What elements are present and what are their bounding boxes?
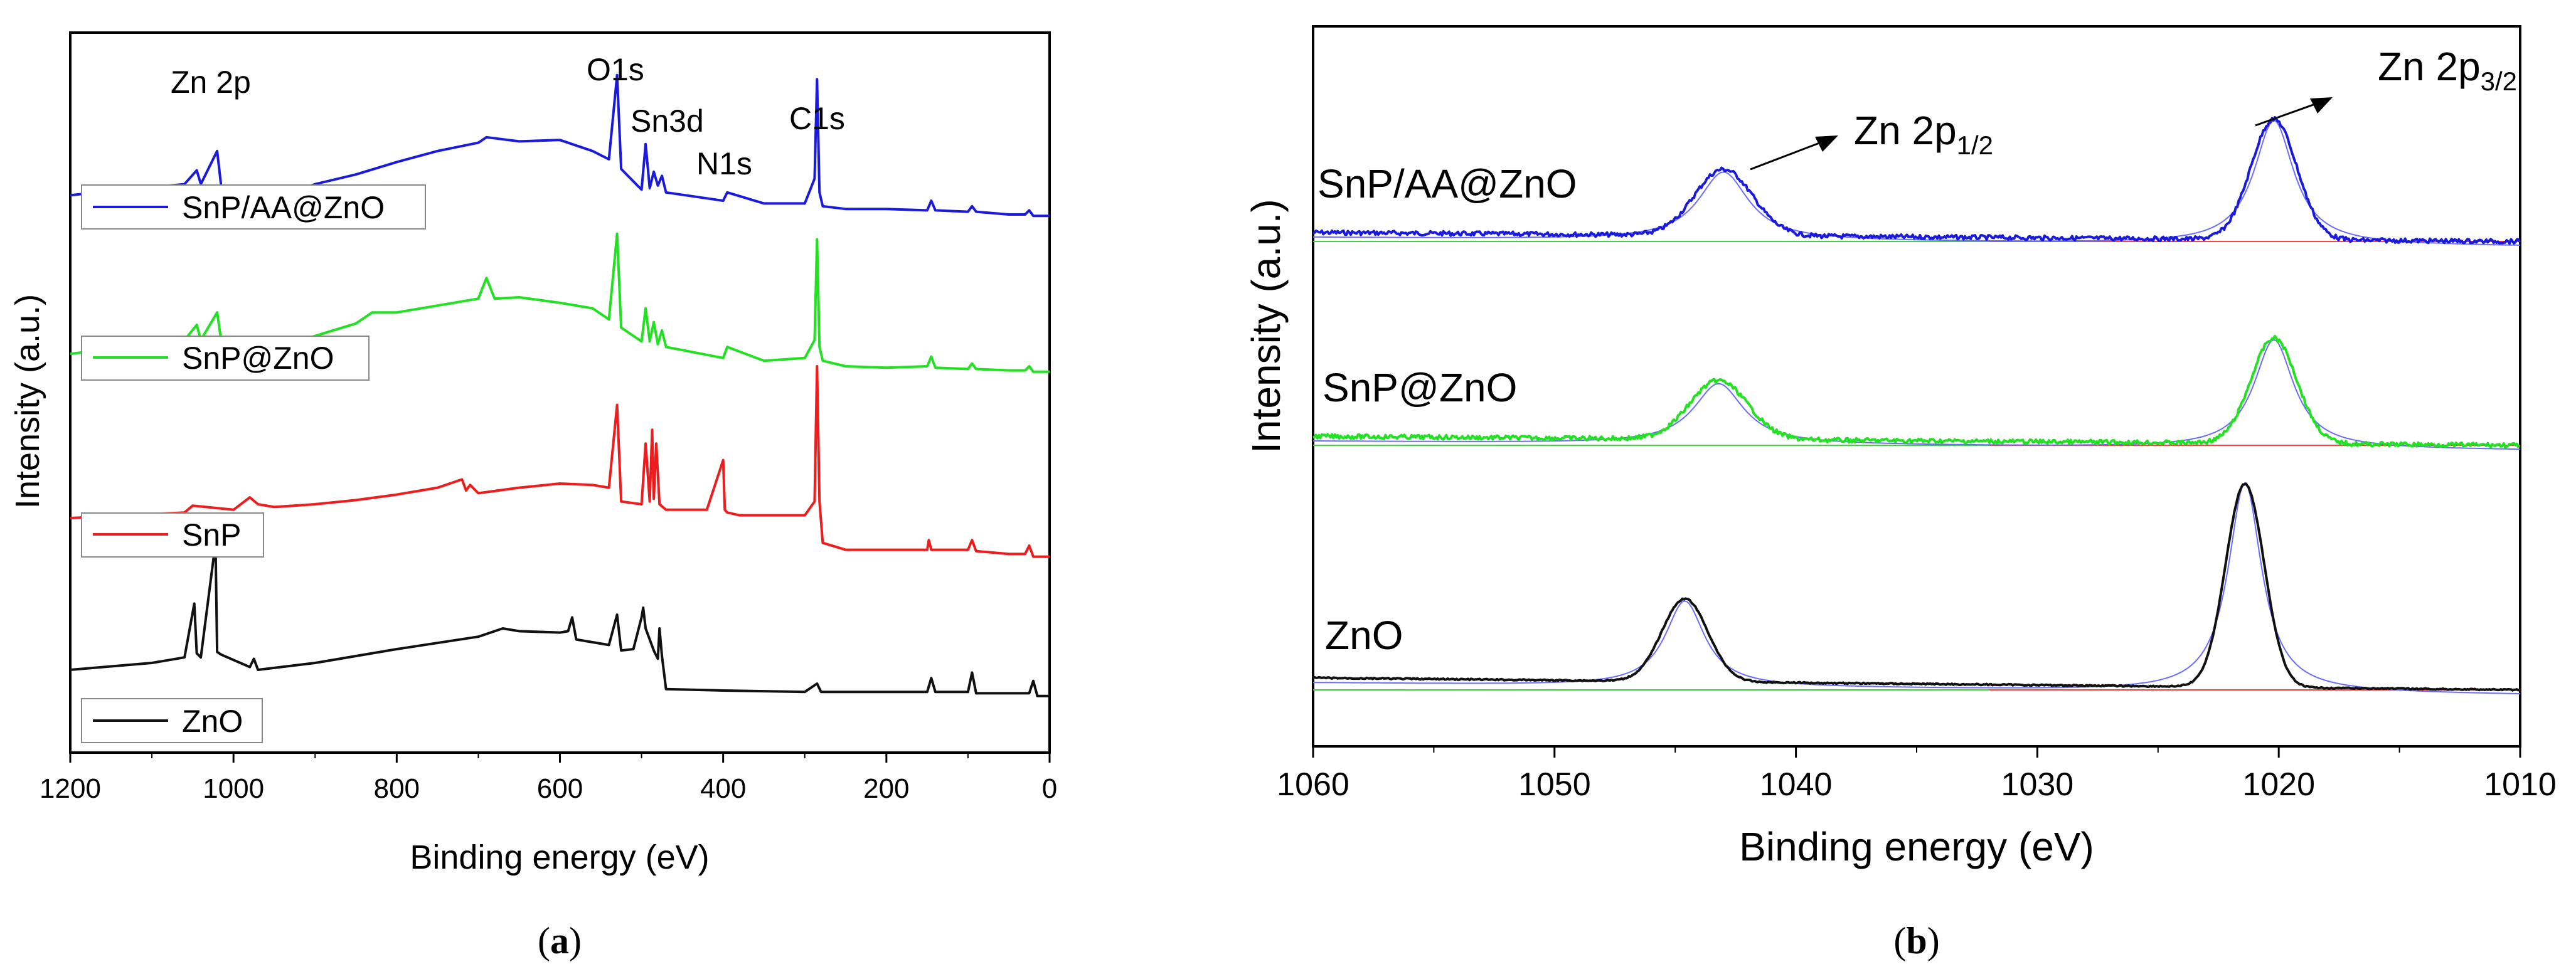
annotation-zn2p12: Zn 2p1/2: [1750, 108, 1993, 171]
annotation-main: Zn 2p: [2378, 44, 2481, 89]
series-line-zno: [1312, 482, 2520, 692]
caption-paren-close: ): [569, 920, 582, 961]
annotation-sn3d: Sn3d: [631, 103, 704, 139]
annotation-text: Zn 2p1/2: [1854, 108, 1993, 160]
series-line-snp: [70, 365, 1050, 558]
panel-b-chart: 1060 1050 1040 1030 1020 1010 SnP/AA@ZnO SnP@…: [1243, 25, 2557, 961]
legend-entry-snp-aa-zno: SnP/AA@ZnO: [81, 184, 426, 230]
caption-paren-open: (: [1893, 920, 1906, 961]
x-tick-label: 1030: [2001, 766, 2074, 803]
series-label-snp-aa-zno: SnP/AA@ZnO: [1317, 161, 1577, 206]
annotation-subscript: 1/2: [1957, 130, 1993, 160]
panel-b-x-ticks: 1060 1050 1040 1030 1020 1010: [1277, 746, 2557, 803]
annotation-subscript: 3/2: [2481, 66, 2517, 96]
series-line-snp-zno: [70, 232, 1050, 373]
x-tick-label: 0: [1042, 773, 1057, 804]
legend-label: SnP: [182, 517, 242, 553]
annotation-c1s: C1s: [789, 101, 845, 136]
legend-entry-snp: SnP: [81, 512, 264, 558]
panel-a-x-axis-label: Binding energy (eV): [410, 839, 709, 876]
x-tick-label: 400: [700, 773, 746, 804]
fit-curve-zno: [1313, 482, 2521, 695]
caption-paren-close: ): [1927, 920, 1940, 961]
legend-entry-snp-zno: SnP@ZnO: [81, 336, 370, 381]
annotation-o1s: O1s: [587, 52, 644, 87]
x-tick-label: 200: [863, 773, 909, 804]
legend-label: ZnO: [182, 704, 243, 739]
annotation-zn2p: Zn 2p: [171, 65, 251, 100]
arrow-line: [2255, 103, 2316, 127]
x-tick-label: 1200: [40, 773, 101, 804]
annotation-n1s: N1s: [696, 146, 752, 181]
caption-paren-open: (: [538, 920, 550, 961]
panel-a-x-ticks: 1200 1000 800 600 400 200 0: [40, 753, 1057, 804]
panel-a-y-axis-label: Intensity (a.u.): [9, 294, 46, 509]
x-tick-label: 1060: [1277, 766, 1349, 803]
legend-entry-zno: ZnO: [81, 698, 263, 743]
x-tick-label: 1050: [1518, 766, 1591, 803]
x-tick-label: 600: [537, 773, 583, 804]
x-tick-label: 1040: [1760, 766, 1833, 803]
annotation-zn2p32: Zn 2p3/2: [2255, 44, 2517, 127]
panel-a-series: [70, 73, 1050, 697]
panel-b-y-axis-label: Intensity (a.u.): [1243, 199, 1289, 453]
panel-b-series: [1312, 115, 2521, 695]
panel-a-caption: (a): [538, 920, 582, 961]
panel-b-caption: (b): [1893, 920, 1939, 961]
caption-letter: a: [550, 920, 569, 961]
series-line-zno: [70, 541, 1050, 697]
series-label-snp-zno: SnP@ZnO: [1323, 365, 1517, 410]
panel-a-chart: 1200 1000 800 600 400 200 0 SnP/AA@ZnO SnP@ZnO…: [9, 31, 1057, 961]
series-line-snp-zno: [1312, 334, 2520, 449]
arrow-head: [2310, 97, 2333, 114]
x-tick-label: 1000: [203, 773, 264, 804]
series-label-zno: ZnO: [1325, 613, 1403, 658]
panel-b-x-axis-label: Binding energy (eV): [1739, 824, 2094, 869]
x-tick-label: 1020: [2242, 766, 2315, 803]
caption-letter: b: [1906, 920, 1927, 961]
x-tick-label: 800: [374, 773, 420, 804]
legend-label: SnP@ZnO: [182, 341, 334, 376]
arrow-line: [1750, 142, 1820, 171]
legend-label: SnP/AA@ZnO: [182, 190, 385, 225]
annotation-main: Zn 2p: [1854, 108, 1957, 153]
arrow-head: [1815, 135, 1838, 152]
x-tick-label: 1010: [2484, 766, 2557, 803]
fit-curve-snp-zno: [1313, 339, 2520, 450]
series-line-snp-aa-zno: [1312, 115, 2521, 245]
annotation-text: Zn 2p3/2: [2378, 44, 2517, 96]
fit-curve-snp-aa-zno: [1313, 119, 2521, 246]
